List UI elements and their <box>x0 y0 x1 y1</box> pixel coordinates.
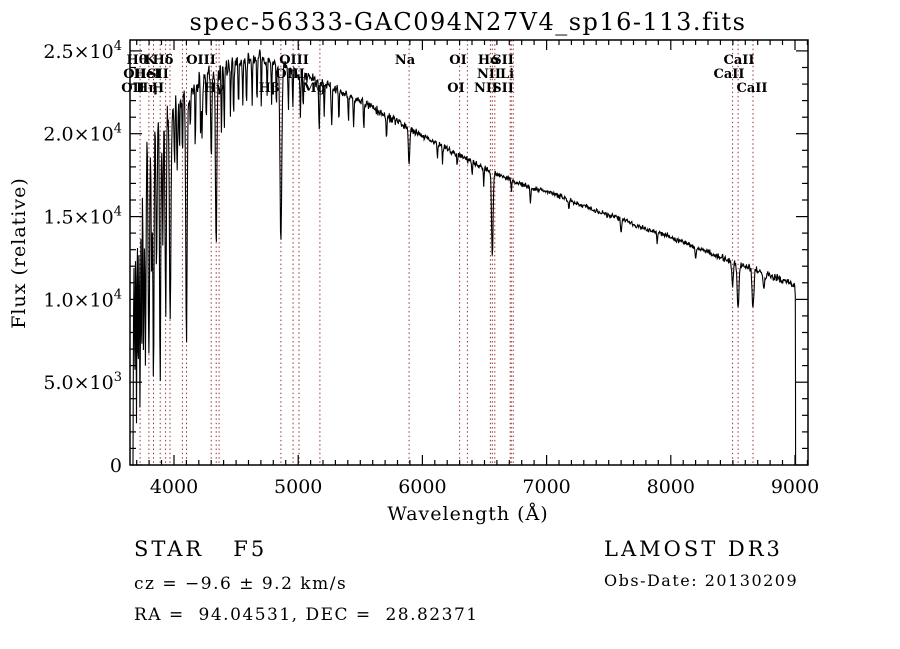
line-label: Hη <box>136 81 158 96</box>
line-label: Na <box>395 53 416 68</box>
y-tick-label: 5.0×103 <box>43 370 122 394</box>
line-label: Li <box>500 67 514 82</box>
y-tick-label: 0 <box>110 455 122 477</box>
line-label: HeI <box>134 67 161 82</box>
line-label: SII <box>492 81 514 96</box>
line-label: Hα <box>478 53 500 68</box>
y-tick-labels: 0 5.0×103 1.0×104 1.5×104 2.0×104 2.5×104 <box>43 39 122 477</box>
line-label: Hθ <box>127 53 148 68</box>
line-label: OII <box>123 67 147 82</box>
classification-text: STAR F5 <box>134 537 268 561</box>
line-label: NII <box>474 81 498 96</box>
x-tick-label: 8000 <box>647 476 695 498</box>
x-axis-label: Wavelength (Å) <box>387 503 548 525</box>
spectral-line-markers <box>139 40 754 465</box>
x-tick-label: 9000 <box>771 476 819 498</box>
x-tick-label: 5000 <box>274 476 322 498</box>
x-tick-label: 4000 <box>150 476 198 498</box>
spectrum-line <box>132 49 797 466</box>
line-label: CaII <box>724 53 755 68</box>
line-label: SII <box>147 67 169 82</box>
line-label: K <box>144 53 156 68</box>
y-tick-label: 1.5×104 <box>43 205 122 229</box>
line-label: OI <box>447 81 464 96</box>
x-tick-label: 7000 <box>522 476 570 498</box>
line-label: Hβ <box>259 81 280 96</box>
line-label: H <box>152 81 164 96</box>
y-tick-label: 2.0×104 <box>43 122 122 146</box>
line-label: CaII <box>737 81 768 96</box>
survey-release-text: LAMOST DR3 <box>604 537 783 561</box>
y-axis-label: Flux (relative) <box>8 177 30 329</box>
chart-title: spec-56333-GAC094N27V4_sp16-113.fits <box>190 8 747 36</box>
axes-frame <box>129 39 809 466</box>
y-tick-label: 2.5×104 <box>43 39 122 63</box>
spectrum-trace <box>132 49 797 466</box>
line-label: OIII <box>186 53 216 68</box>
line-label: OIII <box>279 53 309 68</box>
line-label: Hδ <box>153 53 174 68</box>
line-label: OI <box>449 53 466 68</box>
line-label: NII <box>477 67 501 82</box>
line-label: SII <box>492 53 514 68</box>
cz-velocity-text: cz = −9.6 ± 9.2 km/s <box>134 574 348 594</box>
y-tick-label: 1.0×104 <box>43 287 122 311</box>
ra-dec-text: RA = 94.04531, DEC = 28.82371 <box>134 605 479 625</box>
axis-ticks <box>130 40 809 466</box>
x-tick-labels: 4000 5000 6000 7000 8000 9000 <box>150 476 819 498</box>
x-tick-label: 6000 <box>398 476 446 498</box>
line-label: CaII <box>714 67 745 82</box>
line-label: OII <box>121 81 145 96</box>
obs-date-text: Obs-Date: 20130209 <box>604 571 799 590</box>
